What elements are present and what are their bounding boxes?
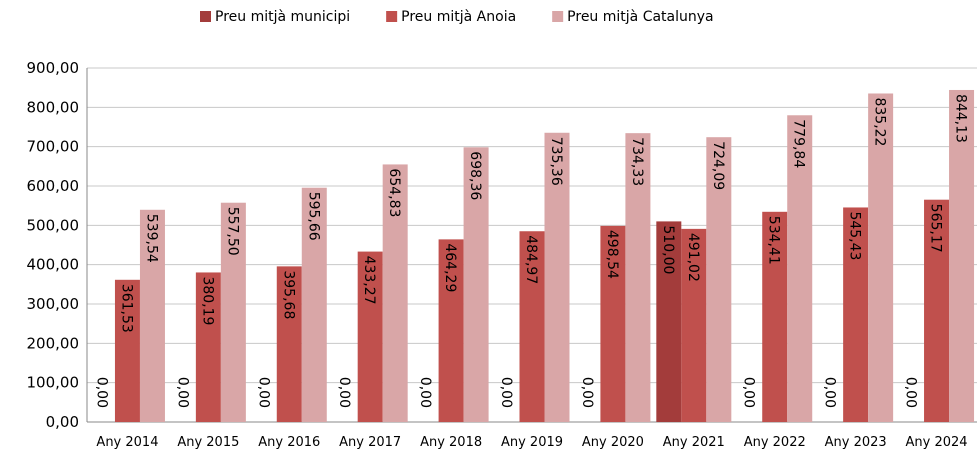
bar xyxy=(438,239,464,422)
x-tick-label: Any 2017 xyxy=(339,435,401,450)
y-tick-label: 400,00 xyxy=(27,256,80,274)
y-tick-label: 600,00 xyxy=(27,177,80,195)
data-label: 835,22 xyxy=(872,97,888,146)
data-label: 0,00 xyxy=(255,377,271,408)
data-label: 0,00 xyxy=(498,377,514,408)
bar xyxy=(301,187,327,422)
data-label: 510,00 xyxy=(660,225,676,274)
bar xyxy=(625,133,651,423)
data-label: 433,27 xyxy=(361,256,377,305)
data-label: 539,54 xyxy=(143,214,159,263)
data-label: 654,83 xyxy=(386,168,402,217)
bar xyxy=(544,132,570,422)
data-label: 557,50 xyxy=(224,207,240,256)
bar xyxy=(382,164,408,422)
y-tick-label: 100,00 xyxy=(27,374,80,392)
data-label: 595,66 xyxy=(305,192,321,241)
bar xyxy=(924,199,950,422)
data-label: 0,00 xyxy=(93,377,109,408)
x-tick-label: Any 2016 xyxy=(258,435,320,450)
data-label: 0,00 xyxy=(741,377,757,408)
bar xyxy=(787,115,813,422)
legend-label: Preu mitjà Catalunya xyxy=(567,9,713,25)
data-label: 724,09 xyxy=(710,141,726,190)
data-label: 779,84 xyxy=(791,119,807,168)
x-tick-label: Any 2024 xyxy=(906,435,968,450)
bar xyxy=(139,209,165,422)
data-label: 498,54 xyxy=(604,230,620,279)
data-label: 0,00 xyxy=(417,377,433,408)
y-tick-label: 800,00 xyxy=(27,98,80,116)
data-label: 361,53 xyxy=(118,284,134,333)
data-label: 698,36 xyxy=(467,151,483,200)
x-tick-label: Any 2019 xyxy=(501,435,563,450)
data-label: 565,17 xyxy=(928,204,944,253)
legend-swatch xyxy=(200,11,211,22)
data-label: 545,43 xyxy=(847,211,863,260)
data-label: 491,02 xyxy=(685,233,701,282)
legend-label: Preu mitjà Anoia xyxy=(401,9,516,25)
x-tick-label: Any 2014 xyxy=(96,435,158,450)
bar xyxy=(681,228,707,422)
y-tick-label: 700,00 xyxy=(27,138,80,156)
bar xyxy=(276,266,302,422)
bar xyxy=(519,231,545,422)
data-label: 464,29 xyxy=(442,243,458,292)
x-tick-label: Any 2015 xyxy=(177,435,239,450)
bar xyxy=(357,251,383,422)
data-label: 380,19 xyxy=(199,276,215,325)
x-tick-label: Any 2023 xyxy=(825,435,887,450)
data-label: 0,00 xyxy=(903,377,919,408)
bar xyxy=(843,207,869,422)
x-tick-label: Any 2020 xyxy=(582,435,644,450)
x-tick-label: Any 2022 xyxy=(744,435,806,450)
bar xyxy=(114,279,140,422)
bar xyxy=(949,89,975,423)
data-label: 395,68 xyxy=(280,270,296,319)
bar xyxy=(463,147,489,422)
legend-swatch xyxy=(386,11,398,22)
bar xyxy=(195,272,221,422)
legend-swatch xyxy=(552,11,564,22)
x-tick-label: Any 2018 xyxy=(420,435,482,450)
y-tick-label: 200,00 xyxy=(27,334,80,352)
data-label: 0,00 xyxy=(336,377,352,408)
y-tick-label: 300,00 xyxy=(27,295,80,313)
legend-label: Preu mitjà municipi xyxy=(215,9,350,25)
bar xyxy=(868,93,894,422)
bar xyxy=(220,202,246,422)
data-label: 735,36 xyxy=(548,137,564,186)
bar xyxy=(762,211,788,422)
data-label: 534,41 xyxy=(766,216,782,265)
data-label: 0,00 xyxy=(174,377,190,408)
data-label: 0,00 xyxy=(579,377,595,408)
y-tick-label: 0,00 xyxy=(46,413,79,431)
bar xyxy=(600,225,626,422)
data-label: 484,97 xyxy=(523,235,539,284)
bar xyxy=(706,137,732,422)
y-tick-label: 500,00 xyxy=(27,216,80,234)
bar xyxy=(656,221,682,422)
y-tick-label: 900,00 xyxy=(27,59,80,77)
data-label: 844,13 xyxy=(953,94,969,143)
x-tick-label: Any 2021 xyxy=(663,435,725,450)
data-label: 734,33 xyxy=(629,137,645,186)
data-label: 0,00 xyxy=(822,377,838,408)
